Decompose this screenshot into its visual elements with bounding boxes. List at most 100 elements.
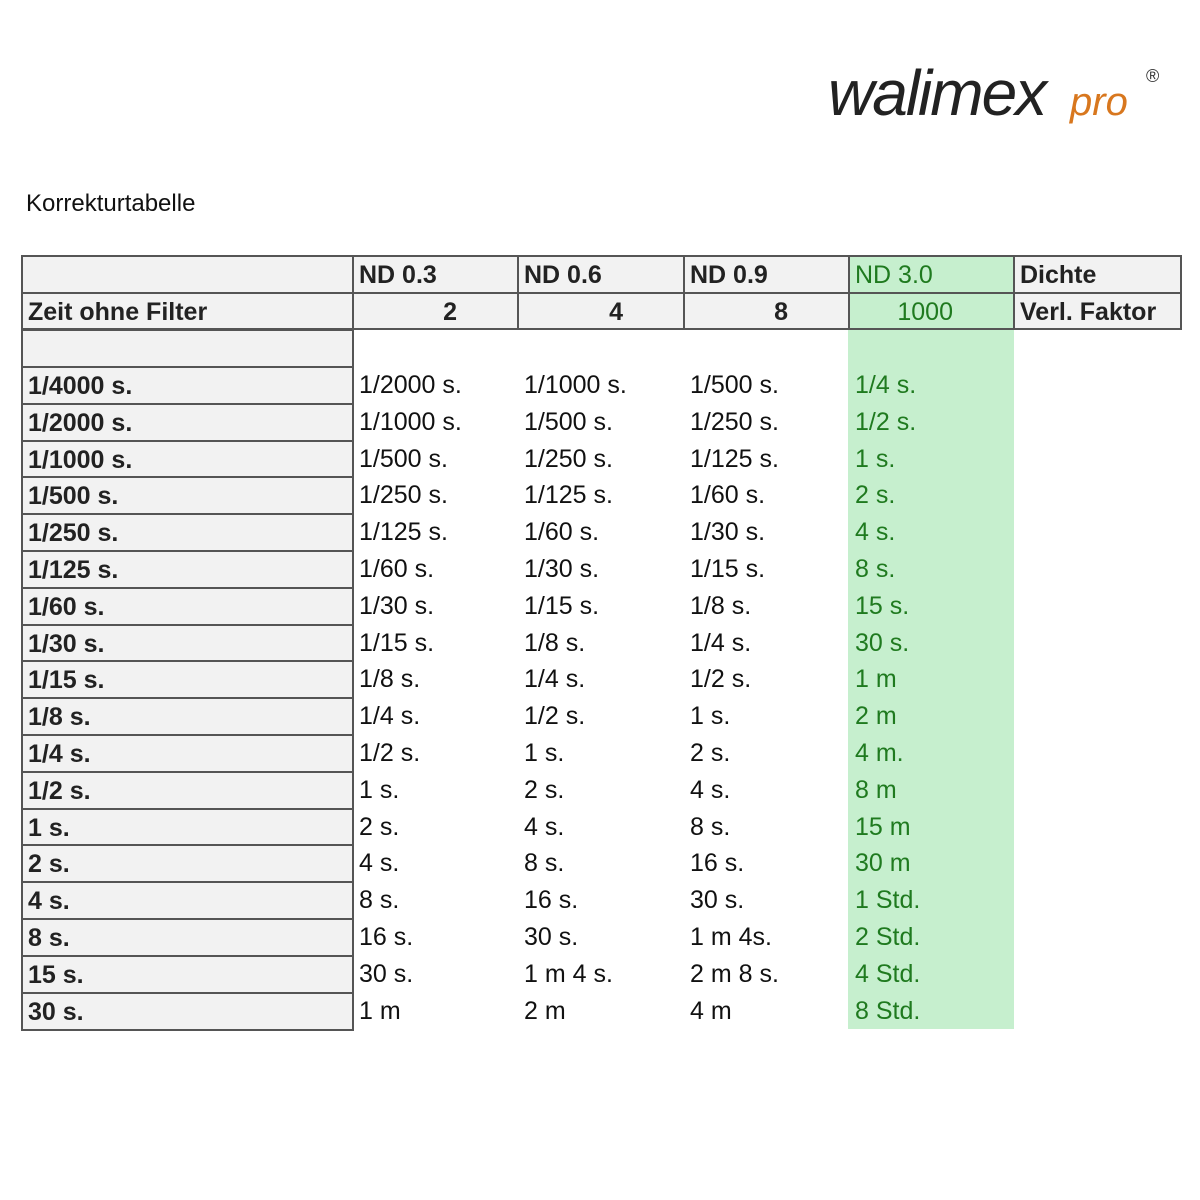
table-cell: 4 s. (690, 776, 731, 804)
table-cell: 1/250 s. (524, 445, 613, 473)
table-cell: 1/8 s. (524, 629, 586, 657)
table-cell: 1/500 s. (359, 445, 448, 473)
row-label: 1/2 s. (21, 771, 354, 810)
header-cell: 2 (352, 292, 519, 330)
header-cell: ND 0.6 (517, 255, 685, 294)
table-cell: 1/125 s. (359, 518, 448, 546)
table-cell: 8 m (855, 776, 897, 804)
table-cell: 1/4 s. (359, 702, 421, 730)
table-cell: 1/15 s. (524, 592, 600, 620)
row-label: 15 s. (21, 955, 354, 994)
registered-mark: ® (1146, 66, 1160, 86)
row-label: 1/60 s. (21, 587, 354, 626)
row-label: 1/2000 s. (21, 403, 354, 442)
table-cell: 1 s. (690, 702, 731, 730)
table-cell: 1 s. (359, 776, 400, 804)
table-cell: 30 s. (690, 886, 745, 914)
header-cell: ND 0.3 (352, 255, 519, 294)
header-cell: 1000 (848, 292, 1015, 330)
table-cell: 30 s. (524, 923, 579, 951)
table-cell: 1 m (855, 665, 897, 693)
table-cell: 2 s. (855, 481, 896, 509)
table-cell: 1/2000 s. (359, 371, 462, 399)
table-cell: 1 m 4s. (690, 923, 772, 951)
table-cell: 1 Std. (855, 886, 921, 914)
table-cell: 1/2 s. (855, 408, 917, 436)
row-label: 1/4 s. (21, 734, 354, 773)
table-cell: 4 s. (855, 518, 896, 546)
table-cell: 4 m. (855, 739, 904, 767)
row-label: 1/250 s. (21, 513, 354, 552)
table-cell: 2 s. (524, 776, 565, 804)
row-label: 1 s. (21, 808, 354, 847)
table-cell: 1/15 s. (359, 629, 435, 657)
header-cell: Zeit ohne Filter (21, 292, 354, 330)
table-cell: 1 s. (855, 445, 896, 473)
row-label: 1/8 s. (21, 697, 354, 736)
row-label: 2 s. (21, 844, 354, 883)
header-cell: Dichte (1013, 255, 1182, 294)
table-cell: 1 s. (524, 739, 565, 767)
header-cell: 4 (517, 292, 685, 330)
logo-pro: pro (1070, 80, 1128, 124)
table-cell: 1/500 s. (524, 408, 613, 436)
table-cell: 1/8 s. (359, 665, 421, 693)
logo-word: walimex (828, 57, 1047, 129)
table-cell: 30 s. (855, 629, 910, 657)
table-cell: 1/2 s. (359, 739, 421, 767)
header-cell (21, 255, 354, 294)
table-cell: 1/250 s. (690, 408, 779, 436)
table-cell: 8 s. (855, 555, 896, 583)
table-cell: 8 s. (524, 849, 565, 877)
header-cell: 8 (683, 292, 850, 330)
table-cell: 1/60 s. (359, 555, 435, 583)
row-label: 4 s. (21, 881, 354, 920)
table-cell: 1/125 s. (690, 445, 779, 473)
table-cell: 4 Std. (855, 960, 921, 988)
table-cell: 1/15 s. (690, 555, 766, 583)
table-cell: 8 s. (359, 886, 400, 914)
table-cell: 1 m 4 s. (524, 960, 613, 988)
table-cell: 1/4 s. (524, 665, 586, 693)
row-label: 1/1000 s. (21, 440, 354, 479)
table-cell: 1/250 s. (359, 481, 448, 509)
table-cell: 2 m (855, 702, 897, 730)
header-cell: Verl. Faktor (1013, 292, 1182, 330)
table-cell: 30 s. (359, 960, 414, 988)
row-label: 8 s. (21, 918, 354, 957)
table-cell: 2 Std. (855, 923, 921, 951)
page-title: Korrekturtabelle (26, 190, 196, 217)
table-cell: 8 Std. (855, 997, 921, 1025)
header-cell: ND 0.9 (683, 255, 850, 294)
blank-row-label (21, 329, 354, 368)
table-cell: 1/1000 s. (359, 408, 462, 436)
row-label: 30 s. (21, 992, 354, 1031)
table-cell: 4 s. (524, 813, 565, 841)
row-label: 1/125 s. (21, 550, 354, 589)
table-cell: 2 s. (359, 813, 400, 841)
row-label: 1/500 s. (21, 476, 354, 515)
table-cell: 4 m (690, 997, 732, 1025)
table-cell: 1/2 s. (690, 665, 752, 693)
table-cell: 1/60 s. (690, 481, 766, 509)
table-cell: 2 m 8 s. (690, 960, 779, 988)
table-cell: 1/30 s. (524, 555, 600, 583)
table-cell: 1/4 s. (855, 371, 917, 399)
table-cell: 1/1000 s. (524, 371, 627, 399)
row-label: 1/15 s. (21, 660, 354, 699)
table-cell: 15 s. (855, 592, 910, 620)
table-cell: 30 m (855, 849, 911, 877)
table-cell: 1/2 s. (524, 702, 586, 730)
table-cell: 1/60 s. (524, 518, 600, 546)
table-cell: 16 s. (524, 886, 579, 914)
table-cell: 1/125 s. (524, 481, 613, 509)
table-cell: 16 s. (690, 849, 745, 877)
header-cell: ND 3.0 (848, 255, 1015, 294)
table-cell: 15 m (855, 813, 911, 841)
row-label: 1/30 s. (21, 624, 354, 663)
walimex-pro-logo: walimex pro ® (828, 52, 1178, 142)
row-label: 1/4000 s. (21, 366, 354, 405)
table-cell: 16 s. (359, 923, 414, 951)
table-cell: 1/4 s. (690, 629, 752, 657)
table-cell: 1 m (359, 997, 401, 1025)
